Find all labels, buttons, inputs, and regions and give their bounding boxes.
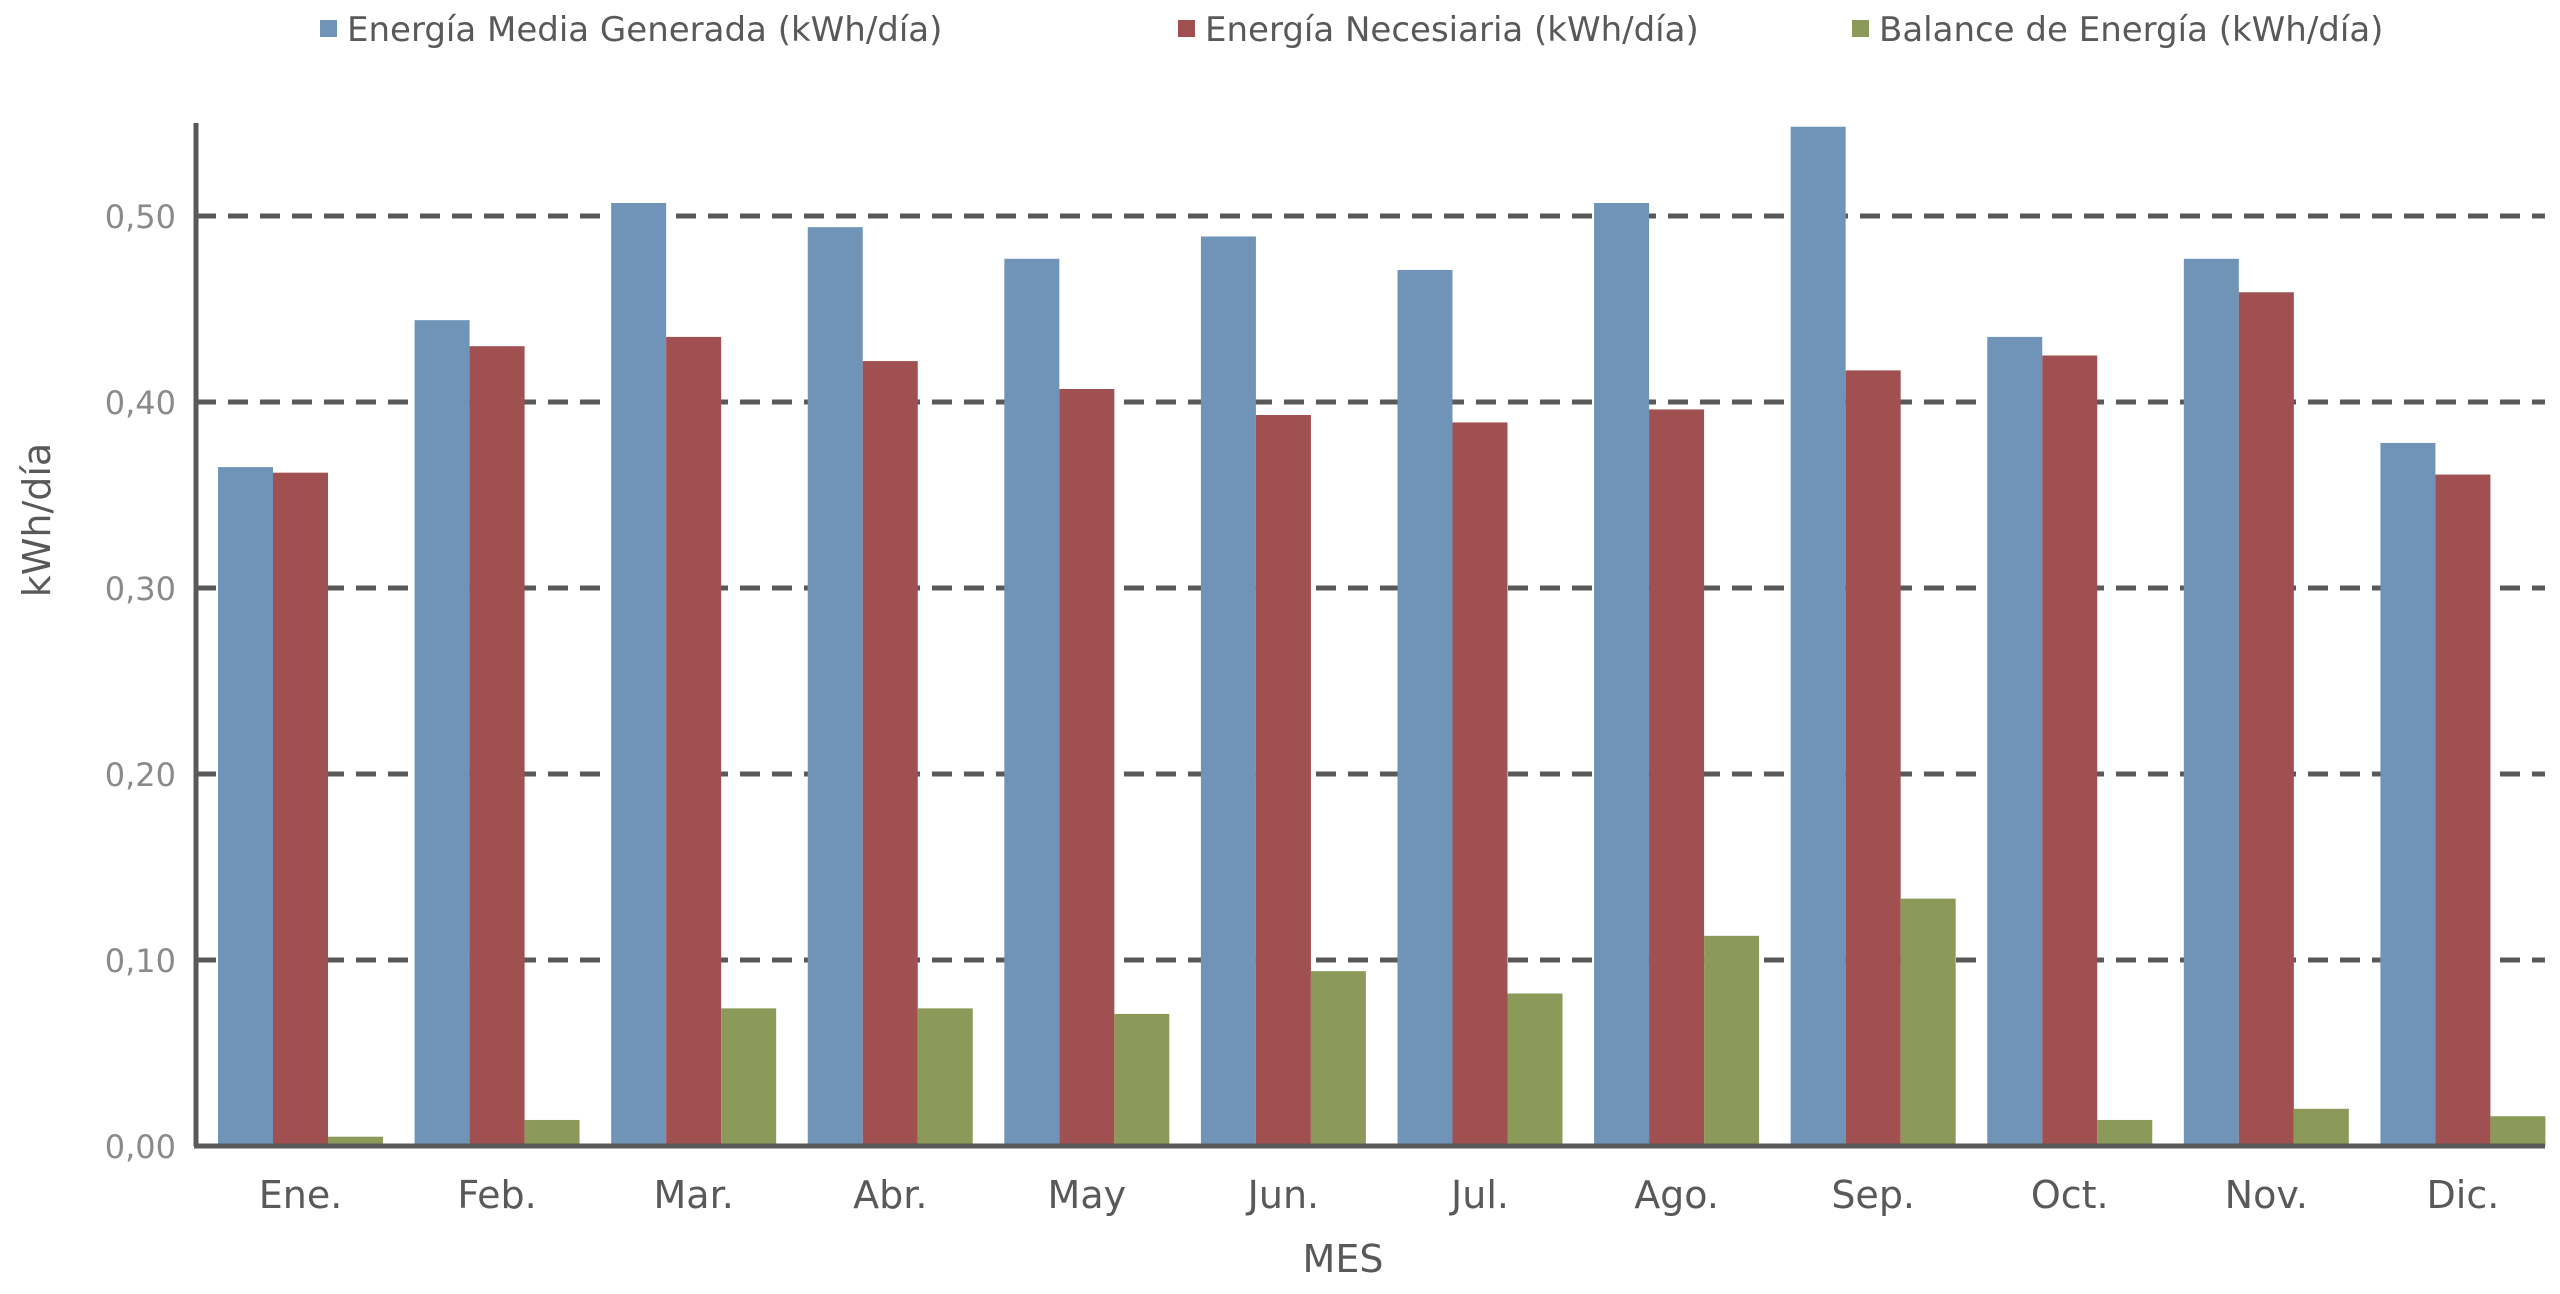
- y-tick-label: 0,30: [105, 570, 176, 608]
- bar-required-2: [666, 336, 722, 1146]
- bar-generated-6: [1397, 269, 1453, 1146]
- legend-label: Energía Necesiaria (kWh/día): [1205, 10, 1699, 50]
- axes: [193, 123, 2545, 1149]
- bar-generated-9: [1987, 336, 2043, 1146]
- bar-balance-0: [328, 1136, 383, 1146]
- x-tick-label: Ago.: [1634, 1173, 1719, 1217]
- bar-generated-1: [414, 320, 470, 1146]
- x-tick-label: Jun.: [1246, 1173, 1319, 1217]
- bar-generated-10: [2183, 258, 2239, 1146]
- legend-swatch: [1178, 20, 1195, 37]
- legend-swatch: [320, 20, 337, 37]
- bar-generated-4: [1004, 258, 1060, 1146]
- bars: [218, 126, 2546, 1147]
- bar-generated-3: [807, 227, 863, 1146]
- x-tick-label: Oct.: [2031, 1173, 2109, 1217]
- x-tick-label: Nov.: [2225, 1173, 2308, 1217]
- bar-required-4: [1059, 388, 1115, 1147]
- bar-generated-7: [1594, 202, 1650, 1147]
- gridlines: [196, 213, 2545, 963]
- bar-required-10: [2238, 292, 2294, 1146]
- bar-generated-2: [611, 202, 667, 1147]
- legend-label: Energía Media Generada (kWh/día): [347, 10, 942, 50]
- bar-balance-2: [721, 1008, 777, 1146]
- x-tick-label: May: [1048, 1173, 1127, 1217]
- y-tick-label: 0,20: [105, 756, 176, 794]
- bar-balance-8: [1900, 898, 1956, 1146]
- bar-balance-11: [2490, 1116, 2546, 1146]
- y-tick-label: 0,50: [105, 198, 176, 236]
- legend: Energía Media Generada (kWh/día) Energía …: [320, 10, 2383, 50]
- bar-generated-8: [1790, 126, 1846, 1147]
- bar-generated-5: [1200, 236, 1256, 1146]
- bar-balance-6: [1507, 993, 1563, 1146]
- y-tick-labels: 0,00 0,10 0,20 0,30 0,40 0,50: [105, 198, 176, 1166]
- bar-generated-11: [2380, 442, 2436, 1146]
- x-tick-label: Feb.: [457, 1173, 536, 1217]
- bar-balance-3: [917, 1008, 973, 1146]
- x-tick-label: Mar.: [654, 1173, 734, 1217]
- bar-balance-1: [524, 1119, 580, 1146]
- y-tick-label: 0,10: [105, 942, 176, 980]
- x-tick-label: Sep.: [1831, 1173, 1915, 1217]
- x-tick-label: Ene.: [259, 1173, 343, 1217]
- bar-balance-10: [2293, 1108, 2349, 1146]
- bar-required-5: [1255, 415, 1311, 1146]
- bar-required-11: [2435, 474, 2491, 1146]
- bar-required-7: [1649, 409, 1705, 1146]
- bar-balance-5: [1310, 971, 1366, 1146]
- bar-required-8: [1845, 370, 1901, 1146]
- x-axis-title: MES: [1303, 1237, 1384, 1281]
- legend-label: Balance de Energía (kWh/día): [1879, 10, 2383, 50]
- bar-generated-0: [218, 467, 273, 1147]
- y-tick-label: 0,00: [105, 1128, 176, 1166]
- x-tick-label: Abr.: [853, 1173, 927, 1217]
- bar-required-1: [469, 346, 525, 1146]
- bar-balance-7: [1704, 935, 1760, 1146]
- bar-balance-9: [2097, 1119, 2153, 1146]
- bar-required-9: [2042, 355, 2098, 1146]
- x-tick-label: Jul.: [1449, 1173, 1509, 1217]
- y-tick-label: 0,40: [105, 384, 176, 422]
- bar-balance-4: [1114, 1013, 1170, 1146]
- legend-swatch: [1852, 20, 1869, 37]
- x-tick-labels: Ene. Feb. Mar. Abr. May Jun. Jul. Ago. Sep. Oct. N…: [259, 1173, 2500, 1217]
- bar-required-0: [273, 472, 328, 1146]
- bar-required-6: [1452, 422, 1508, 1147]
- bar-required-3: [862, 361, 918, 1147]
- x-tick-label: Dic.: [2427, 1173, 2500, 1217]
- y-axis-title: kWh/día: [15, 443, 59, 597]
